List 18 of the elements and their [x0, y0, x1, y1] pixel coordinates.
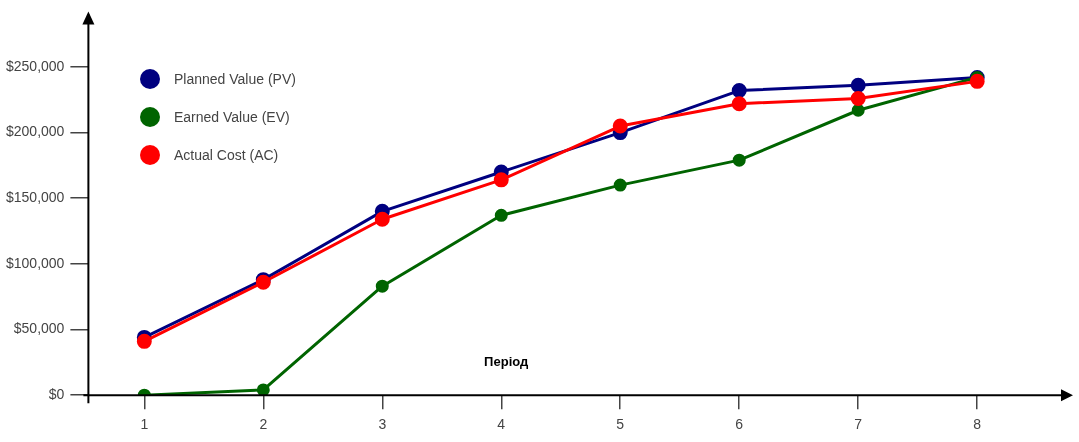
y-tick-label: $150,000: [5, 189, 65, 206]
legend-label: Actual Cost (AC): [174, 147, 279, 163]
x-tick-label: 2: [259, 416, 268, 433]
y-tick-label: $200,000: [5, 123, 65, 140]
y-tick-label: $100,000: [5, 254, 65, 271]
legend-label: Planned Value (PV): [174, 71, 296, 87]
x-axis-title: Період: [484, 353, 530, 369]
y-tick-label: $250,000: [5, 57, 65, 74]
x-tick-label: 4: [497, 416, 506, 433]
x-tick-label: 1: [140, 416, 149, 433]
x-tick-label: 3: [378, 416, 387, 433]
x-tick-label: 5: [616, 416, 625, 433]
legend-label: Earned Value (EV): [174, 109, 290, 125]
y-tick-label: $50,000: [13, 320, 65, 337]
x-tick-label: 8: [973, 416, 982, 433]
x-tick-label: 6: [735, 416, 744, 433]
x-tick-label: 7: [854, 416, 863, 433]
y-tick-label: $0: [48, 386, 65, 403]
